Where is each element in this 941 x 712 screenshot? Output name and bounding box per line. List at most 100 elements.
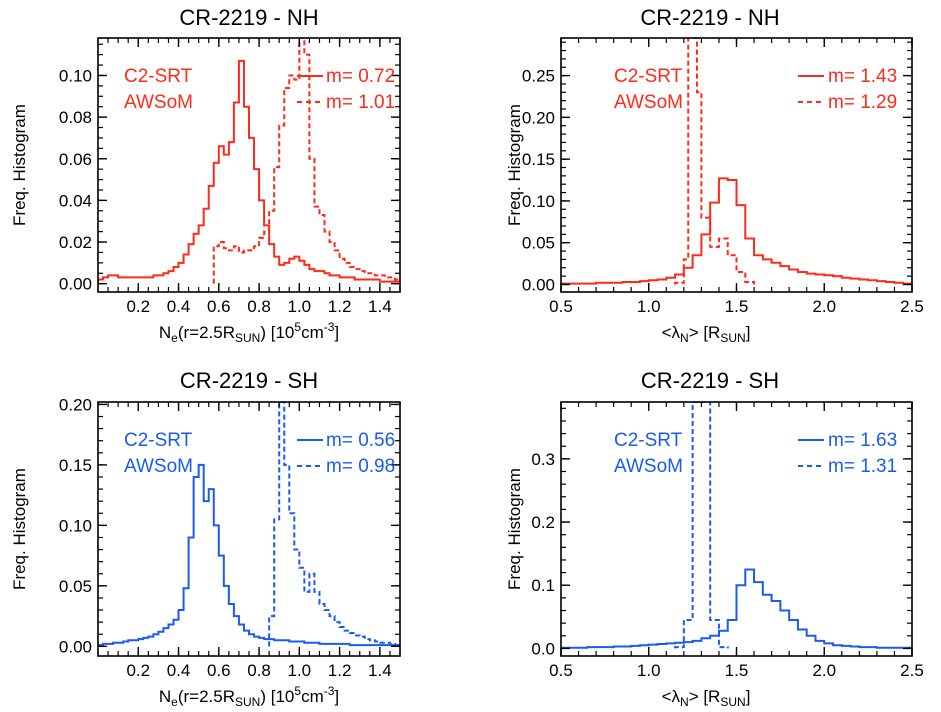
axis-ticks (97, 402, 401, 656)
x-tick-labels: 0.5 1.0 1.5 2.0 2.5 (549, 297, 924, 316)
legend-m-solid: m= 0.56 (326, 430, 395, 451)
panel-title: CR-2219 - SH (641, 368, 779, 393)
y-tick-label: 0.00 (59, 275, 92, 294)
x-tick-label: 1.0 (637, 297, 661, 316)
legend-label-c2-srt: C2-SRT (124, 430, 193, 451)
legend-label-awsom: AWSoM (124, 92, 193, 113)
legend: C2-SRT AWSoM m= 1.63 m= 1.31 (614, 430, 897, 477)
x-tick-label: 1.5 (725, 297, 749, 316)
x-tick-label: 2.0 (812, 661, 836, 680)
y-tick-label: 0.20 (59, 395, 92, 414)
y-axis-label: Freq. Histogram (10, 468, 29, 590)
x-tick-labels: 0.5 1.0 1.5 2.0 2.5 (549, 661, 924, 680)
histogram-marks (561, 402, 912, 649)
x-tick-label: 1.2 (328, 661, 352, 680)
x-tick-label: 0.4 (167, 297, 191, 316)
panel-title: CR-2219 - NH (179, 5, 318, 30)
y-axis-label: Freq. Histogram (10, 104, 29, 226)
x-tick-labels: 0.2 0.4 0.6 0.8 1.0 1.2 1.4 (126, 661, 391, 680)
x-axis-label: Ne(r=2.5RSUN) [105cm-3] (159, 320, 339, 345)
y-tick-label: 0.1 (531, 576, 555, 595)
legend-label-c2-srt: C2-SRT (614, 430, 683, 451)
legend-label-awsom: AWSoM (614, 92, 683, 113)
x-tick-label: 0.6 (207, 297, 231, 316)
x-tick-label: 0.2 (126, 297, 150, 316)
x-tick-label: 1.5 (725, 661, 749, 680)
x-tick-label: 1.0 (288, 661, 312, 680)
x-tick-label: 1.0 (288, 297, 312, 316)
legend-m-solid: m= 1.43 (828, 66, 897, 87)
y-tick-label: 0.05 (522, 234, 555, 253)
legend: C2-SRT AWSoM m= 0.72 m= 1.01 (124, 66, 395, 113)
y-tick-label: 0.10 (522, 192, 555, 211)
x-tick-label: 1.4 (368, 297, 392, 316)
panel-lambda-nh: CR-2219 - NH 0.00 0.05 0.10 0.15 0.20 0.25 0.… (505, 5, 924, 345)
y-tick-labels: 0.00 0.02 0.04 0.06 0.08 0.10 (59, 66, 92, 293)
y-tick-label: 0.20 (522, 108, 555, 127)
axis-ticks (97, 38, 401, 292)
x-tick-label: 1.4 (368, 661, 392, 680)
legend: C2-SRT AWSoM m= 0.56 m= 0.98 (124, 430, 395, 477)
x-axis-label: <λN> [RSUN] (662, 687, 751, 709)
y-tick-labels: 0.00 0.05 0.10 0.15 0.20 0.25 (522, 67, 555, 295)
x-axis-label: <λN> [RSUN] (662, 323, 751, 345)
x-tick-label: 0.5 (549, 661, 573, 680)
histogram-marks (561, 38, 912, 285)
y-axis-label: Freq. Histogram (505, 468, 524, 590)
legend: C2-SRT AWSoM m= 1.43 m= 1.29 (614, 66, 897, 113)
y-tick-labels: 0.00 0.05 0.10 0.15 0.20 (59, 395, 92, 656)
legend-m-dashed: m= 0.98 (326, 456, 395, 477)
legend-label-c2-srt: C2-SRT (124, 66, 193, 87)
y-tick-label: 0.25 (522, 67, 555, 86)
y-tick-label: 0.10 (59, 516, 92, 535)
y-tick-label: 0.05 (59, 577, 92, 596)
y-tick-label: 0.3 (531, 450, 555, 469)
x-tick-label: 0.2 (126, 661, 150, 680)
x-tick-label: 0.6 (207, 661, 231, 680)
y-tick-label: 0.06 (59, 150, 92, 169)
panel-title: CR-2219 - SH (180, 368, 318, 393)
axis-ticks (560, 402, 913, 656)
axis-ticks (560, 38, 913, 292)
legend-m-solid: m= 0.72 (326, 66, 395, 87)
y-tick-label: 0.08 (59, 108, 92, 127)
y-tick-label: 0.02 (59, 233, 92, 252)
panel-title: CR-2219 - NH (640, 5, 779, 30)
y-tick-label: 0.15 (522, 150, 555, 169)
x-tick-label: 0.4 (167, 661, 191, 680)
x-tick-label: 0.8 (247, 661, 271, 680)
y-tick-label: 0.2 (531, 513, 555, 532)
histogram-marks (98, 402, 400, 647)
histogram-series-c2-srt (98, 59, 400, 284)
legend-label-awsom: AWSoM (124, 456, 193, 477)
x-tick-label: 2.5 (900, 661, 924, 680)
histogram-series-c2-srt (561, 177, 912, 285)
y-tick-label: 0.04 (59, 191, 92, 210)
histogram-series-awsom (674, 402, 729, 649)
histogram-series-c2-srt (561, 568, 912, 649)
legend-m-dashed: m= 1.01 (326, 92, 395, 113)
y-tick-label: 0.00 (59, 637, 92, 656)
x-tick-label: 1.0 (637, 661, 661, 680)
histogram-marks (98, 38, 400, 284)
legend-m-dashed: m= 1.29 (828, 92, 897, 113)
panel-lambda-sh: CR-2219 - SH 0.0 0.1 0.2 0.3 0.5 1.0 1.5 2.0 2.… (505, 368, 924, 709)
x-tick-label: 0.8 (247, 297, 271, 316)
histogram-series-awsom (268, 402, 400, 647)
x-axis-label: Ne(r=2.5RSUN) [105cm-3] (159, 684, 339, 709)
x-tick-label: 2.5 (900, 297, 924, 316)
x-tick-label: 2.0 (812, 297, 836, 316)
histogram-series-c2-srt (98, 463, 400, 647)
x-tick-label: 1.2 (328, 297, 352, 316)
y-tick-label: 0.00 (522, 275, 555, 294)
y-tick-labels: 0.0 0.1 0.2 0.3 (531, 450, 555, 659)
legend-m-solid: m= 1.63 (828, 430, 897, 451)
histogram-series-awsom (212, 38, 400, 284)
legend-label-awsom: AWSoM (614, 456, 683, 477)
x-tick-labels: 0.2 0.4 0.6 0.8 1.0 1.2 1.4 (126, 297, 391, 316)
y-axis-label: Freq. Histogram (505, 104, 524, 226)
legend-m-dashed: m= 1.31 (828, 456, 897, 477)
panel-ne-nh: CR-2219 - NH 0.00 0.02 0.04 0.06 0.08 0.10 0.… (10, 5, 401, 345)
y-tick-label: 0.15 (59, 456, 92, 475)
